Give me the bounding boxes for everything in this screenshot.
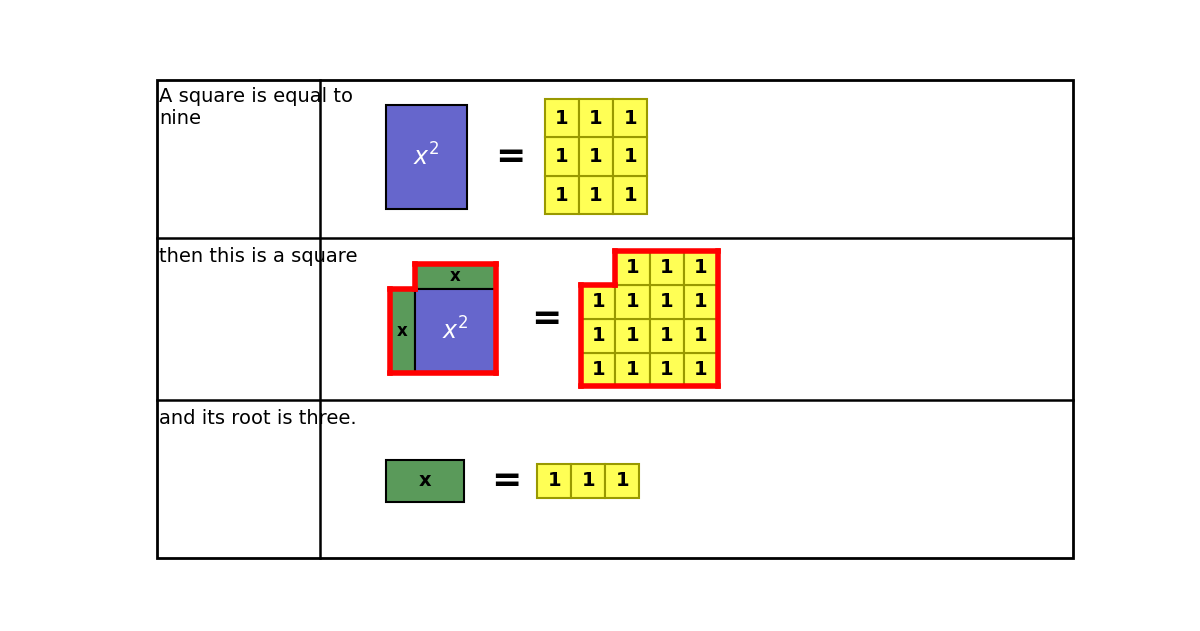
- Bar: [684, 251, 718, 285]
- Text: 1: 1: [660, 292, 673, 311]
- Bar: [605, 464, 640, 498]
- Text: 1: 1: [660, 326, 673, 345]
- Text: x: x: [419, 471, 431, 490]
- Bar: [613, 99, 647, 138]
- Text: $x^2$: $x^2$: [442, 317, 469, 345]
- Bar: [386, 105, 468, 209]
- Text: 1: 1: [556, 147, 569, 166]
- Bar: [580, 138, 613, 176]
- Bar: [581, 285, 616, 319]
- Bar: [684, 319, 718, 353]
- Text: =: =: [494, 139, 526, 174]
- Text: 1: 1: [592, 360, 605, 379]
- Bar: [613, 138, 647, 176]
- Bar: [580, 176, 613, 215]
- Bar: [616, 251, 649, 285]
- Text: 1: 1: [625, 258, 640, 278]
- Bar: [390, 288, 415, 374]
- Bar: [649, 251, 684, 285]
- Text: A square is equal to
nine: A square is equal to nine: [160, 87, 353, 128]
- Text: 1: 1: [625, 360, 640, 379]
- Bar: [616, 353, 649, 386]
- Bar: [616, 285, 649, 319]
- Bar: [545, 99, 580, 138]
- Bar: [415, 288, 496, 374]
- Text: 1: 1: [660, 360, 673, 379]
- Text: =: =: [532, 302, 562, 336]
- Text: x: x: [397, 322, 408, 340]
- Bar: [684, 285, 718, 319]
- Text: 1: 1: [589, 186, 602, 204]
- Bar: [415, 264, 496, 288]
- Text: 1: 1: [589, 147, 602, 166]
- Text: 1: 1: [625, 292, 640, 311]
- Text: 1: 1: [616, 471, 629, 490]
- Text: 1: 1: [660, 258, 673, 278]
- Text: 1: 1: [694, 360, 708, 379]
- Bar: [581, 353, 616, 386]
- Bar: [581, 319, 616, 353]
- Text: 1: 1: [592, 326, 605, 345]
- Bar: [613, 176, 647, 215]
- Text: 1: 1: [694, 258, 708, 278]
- Text: 1: 1: [694, 326, 708, 345]
- Bar: [684, 353, 718, 386]
- Bar: [649, 319, 684, 353]
- Bar: [580, 99, 613, 138]
- Text: 1: 1: [623, 186, 637, 204]
- Text: 1: 1: [556, 186, 569, 204]
- Bar: [538, 464, 571, 498]
- Text: 1: 1: [623, 147, 637, 166]
- Text: 1: 1: [556, 109, 569, 127]
- Bar: [649, 353, 684, 386]
- Text: $x^2$: $x^2$: [414, 143, 440, 170]
- Bar: [545, 176, 580, 215]
- Bar: [616, 319, 649, 353]
- Text: x: x: [450, 268, 461, 285]
- Text: 1: 1: [589, 109, 602, 127]
- Text: 1: 1: [694, 292, 708, 311]
- Text: 1: 1: [592, 292, 605, 311]
- Text: =: =: [491, 464, 521, 498]
- Bar: [386, 459, 463, 502]
- Text: then this is a square: then this is a square: [160, 247, 358, 266]
- Bar: [545, 138, 580, 176]
- Text: 1: 1: [582, 471, 595, 490]
- Text: 1: 1: [547, 471, 562, 490]
- Text: 1: 1: [625, 326, 640, 345]
- Text: and its root is three.: and its root is three.: [160, 409, 356, 428]
- Bar: [571, 464, 605, 498]
- Text: 1: 1: [623, 109, 637, 127]
- Bar: [649, 285, 684, 319]
